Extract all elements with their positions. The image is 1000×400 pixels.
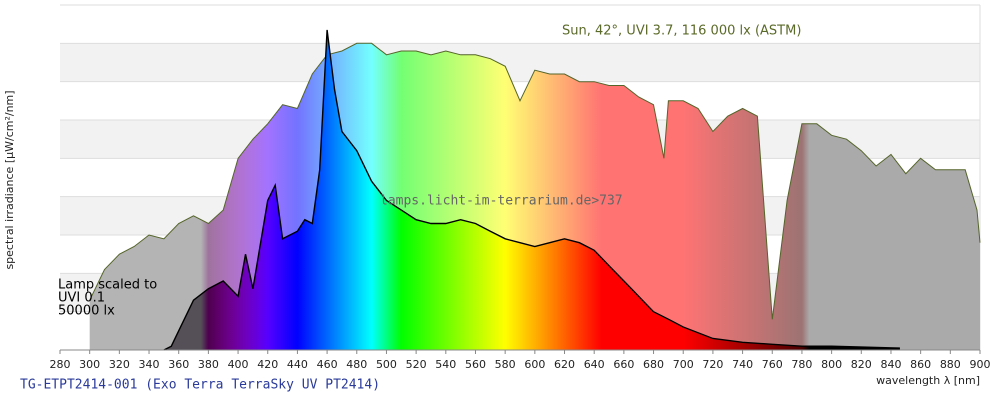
x-tick-label: 440 (287, 358, 308, 371)
x-tick-label: 460 (317, 358, 338, 371)
chart-title: TG-ETPT2414-001 (Exo Terra TerraSky UV P… (20, 378, 380, 393)
x-tick-label: 780 (791, 358, 812, 371)
x-tick-label: 320 (109, 358, 130, 371)
x-tick-label: 360 (168, 358, 189, 371)
spectrum-line (89, 42, 981, 320)
x-axis-label: wavelength λ [nm] (876, 374, 980, 387)
x-tick-label: 280 (50, 358, 71, 371)
x-tick-label: 860 (910, 358, 931, 371)
x-tick-label: 600 (524, 358, 545, 371)
x-tick-label: 420 (257, 358, 278, 371)
x-tick-label: 660 (613, 358, 634, 371)
lamp-annotation: UVI 0.1 (58, 291, 105, 306)
grid-band (60, 43, 980, 82)
x-tick-label: 800 (821, 358, 842, 371)
x-tick-label: 500 (376, 358, 397, 371)
watermark: lamps.licht-im-terrarium.de>737 (380, 194, 623, 209)
x-tick-label: 560 (465, 358, 486, 371)
x-tick-label: 760 (762, 358, 783, 371)
lamp-annotation: Lamp scaled to (58, 278, 157, 293)
x-tick-label: 520 (406, 358, 427, 371)
x-tick-label: 480 (346, 358, 367, 371)
x-tick-label: 540 (435, 358, 456, 371)
x-tick-label: 720 (702, 358, 723, 371)
grid-band (60, 5, 980, 44)
x-tick-label: 300 (79, 358, 100, 371)
x-tick-label: 680 (643, 358, 664, 371)
x-tick-label: 640 (584, 358, 605, 371)
x-tick-label: 900 (970, 358, 991, 371)
x-tick-label: 620 (554, 358, 575, 371)
spectrum-line (163, 29, 900, 351)
y-axis-label: spectral irradiance [µW/cm²/nm] (3, 90, 16, 269)
sun-annotation: Sun, 42°, UVI 3.7, 116 000 lx (ASTM) (562, 24, 801, 39)
spectrum-area (163, 29, 900, 351)
x-tick-label: 820 (851, 358, 872, 371)
x-tick-label: 880 (940, 358, 961, 371)
x-tick-label: 840 (880, 358, 901, 371)
x-tick-label: 400 (228, 358, 249, 371)
x-tick-label: 580 (495, 358, 516, 371)
x-tick-label: 340 (139, 358, 160, 371)
x-tick-label: 740 (732, 358, 753, 371)
lamp-annotation: 50000 lx (58, 304, 115, 319)
x-tick-label: 700 (673, 358, 694, 371)
x-tick-label: 380 (198, 358, 219, 371)
